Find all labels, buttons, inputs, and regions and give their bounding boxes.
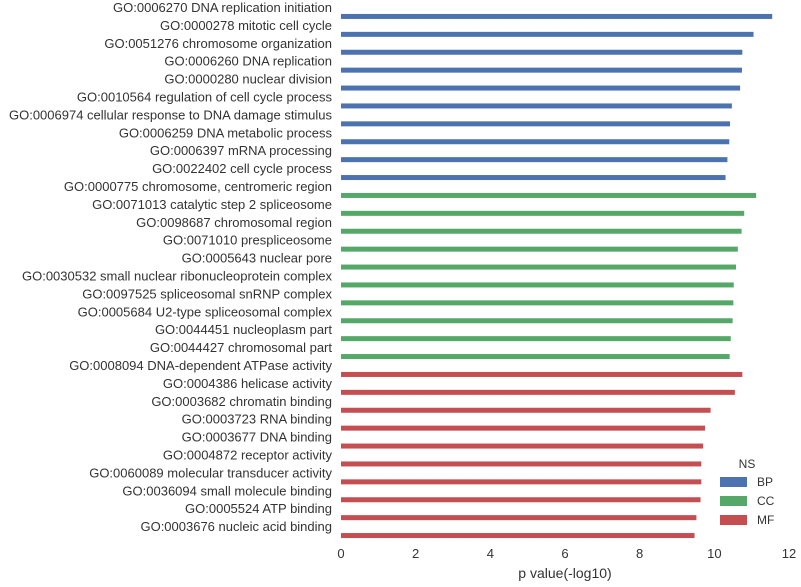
category-label-8: GO:0006259 DNA metabolic process [119,125,333,140]
category-label-10: GO:0022402 cell cycle process [152,161,332,176]
category-label-24: GO:0003723 RNA binding [182,412,332,427]
category-label-5: GO:0000280 nuclear division [164,72,332,87]
category-label-11: GO:0000775 chromosome, centromeric regio… [64,179,332,194]
x-tick-label-0: 0 [337,546,344,561]
category-label-21: GO:0008094 DNA-dependent ATPase activity [69,358,332,373]
category-label-4: GO:0006260 DNA replication [164,54,332,69]
category-label-29: GO:0005524 ATP binding [185,501,332,516]
category-label-17: GO:0097525 spliceosomal snRNP complex [82,286,332,301]
bar-18 [341,318,733,324]
bar-7 [341,121,731,127]
bar-2 [341,31,754,37]
bar-13 [341,228,742,234]
category-label-3: GO:0051276 chromosome organization [104,36,332,51]
bar-23 [341,407,711,413]
bar-10 [341,175,726,181]
category-labels-group: GO:0006270 DNA replication initiation GO:… [9,0,333,534]
bar-8 [341,139,730,145]
x-tick-label-2: 2 [412,546,419,561]
legend-swatch-mf [720,515,747,525]
bar-3 [341,49,743,55]
x-tick-label-4: 4 [487,546,494,561]
bar-1 [341,13,773,19]
legend-label-bp: BP [757,475,773,489]
legend-label-cc: CC [757,494,775,508]
bars-group [341,13,773,539]
bar-20 [341,354,730,360]
category-label-16: GO:0030532 small nuclear ribonucleoprote… [22,268,333,283]
category-label-23: GO:0003682 chromatin binding [151,394,332,409]
category-label-20: GO:0044427 chromosomal part [150,340,332,355]
x-tick-label-8: 8 [636,546,643,561]
category-label-19: GO:0044451 nucleoplasm part [155,322,332,337]
bar-4 [341,67,742,73]
x-axis-title: p value(-log10) [518,565,611,581]
bar-26 [341,461,702,467]
category-label-28: GO:0036094 small molecule binding [122,483,332,498]
bar-11 [341,192,757,198]
x-axis-ticks-group: 0 2 4 6 8 10 12 [337,546,796,561]
category-label-9: GO:0006397 mRNA processing [150,143,332,158]
bar-12 [341,210,745,216]
bar-6 [341,103,732,109]
category-label-2: GO:0000278 mitotic cell cycle [160,18,332,33]
category-label-15: GO:0005643 nuclear pore [182,251,332,266]
bar-24 [341,425,705,431]
legend-swatch-bp [720,477,747,487]
x-tick-label-12: 12 [782,546,796,561]
bar-15 [341,264,736,270]
legend-label-mf: MF [757,513,774,527]
x-tick-label-6: 6 [561,546,568,561]
category-label-6: GO:0010564 regulation of cell cycle proc… [77,89,333,104]
bar-14 [341,246,738,252]
legend-title: NS [739,457,756,471]
bar-22 [341,389,735,395]
legend-swatch-cc [720,496,747,506]
bar-30 [341,533,695,539]
category-label-1: GO:0006270 DNA replication initiation [113,0,332,15]
bar-19 [341,336,731,342]
category-label-25: GO:0003677 DNA binding [182,430,332,445]
category-label-14: GO:0071010 prespliceosome [163,233,332,248]
category-label-12: GO:0071013 catalytic step 2 spliceosome [92,197,332,212]
bar-17 [341,300,734,306]
category-label-22: GO:0004386 helicase activity [163,376,333,391]
category-label-13: GO:0098687 chromosomal region [136,215,332,230]
category-label-26: GO:0004872 receptor activity [163,447,333,462]
bar-25 [341,443,704,449]
bar-27 [341,479,702,485]
bar-28 [341,497,701,503]
category-label-30: GO:0003676 nucleic acid binding [140,519,332,534]
category-label-18: GO:0005684 U2-type spliceosomal complex [78,304,333,319]
bar-9 [341,157,728,163]
x-tick-label-10: 10 [707,546,721,561]
category-label-27: GO:0060089 molecular transducer activity [89,465,332,480]
bar-29 [341,515,697,521]
bar-16 [341,282,734,288]
bar-5 [341,85,741,91]
category-label-7: GO:0006974 cellular response to DNA dama… [9,107,333,122]
bar-21 [341,371,743,377]
